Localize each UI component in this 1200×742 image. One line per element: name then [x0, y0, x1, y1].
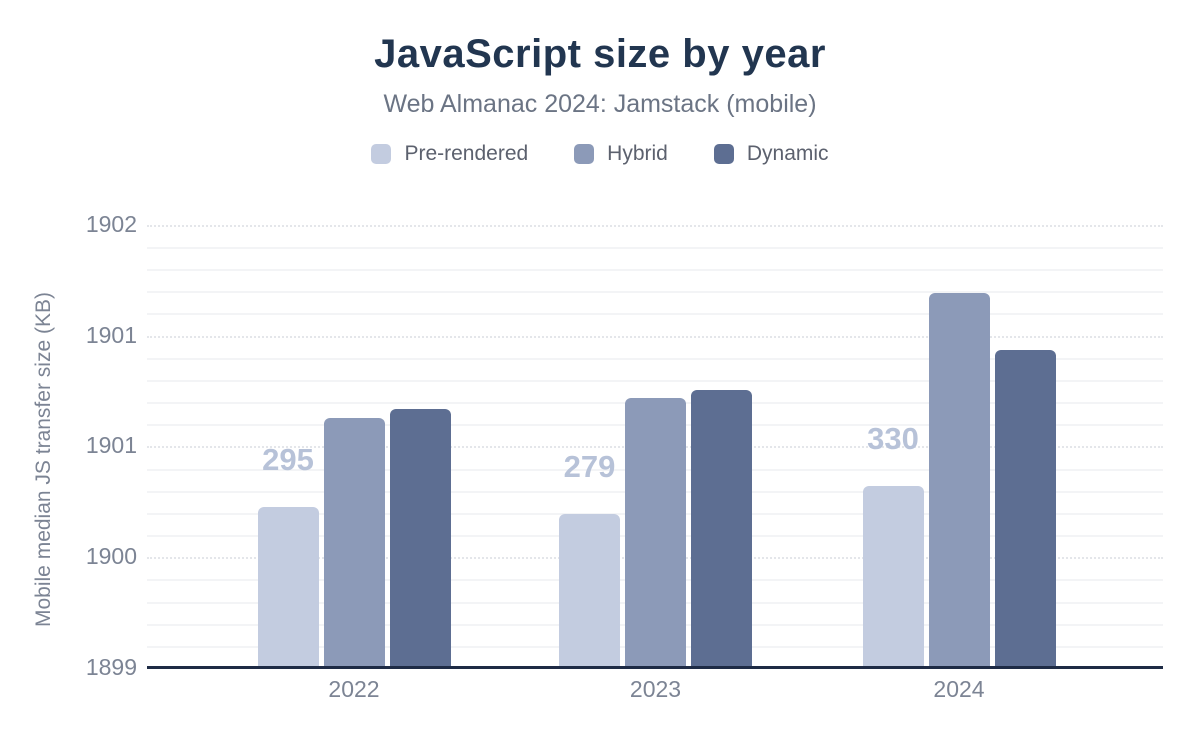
bar-dynamic-2022 [389, 409, 451, 667]
gridline-minor [147, 246, 1163, 249]
data-label-2024: 330 [867, 421, 919, 457]
gridline-minor [147, 269, 1163, 272]
x-tick-label: 2023 [629, 676, 682, 702]
y-tick-label: 1901 [85, 432, 137, 459]
gridline-major [147, 335, 1163, 338]
y-tick-label: 1902 [85, 210, 137, 237]
legend-label: Dynamic [746, 142, 829, 165]
bar-hybrid-2022 [323, 418, 385, 667]
legend-item-pre-rendered: Pre-rendered [371, 142, 528, 166]
data-label-2022: 295 [262, 441, 314, 477]
legend-label: Pre-rendered [404, 142, 529, 165]
y-tick-label: 1900 [85, 543, 137, 570]
y-tick-label: 1901 [85, 321, 137, 348]
legend-swatch [371, 144, 392, 164]
bar-hybrid-2024 [928, 292, 990, 667]
legend: Pre-rendered Hybrid Dynamic [0, 142, 1200, 166]
legend-swatch [574, 144, 595, 164]
bar-dynamic-2024 [994, 350, 1056, 667]
bar-dynamic-2023 [691, 390, 752, 667]
legend-label: Hybrid [607, 142, 668, 165]
bar-pre-rendered-2023 [559, 514, 620, 667]
x-axis-line [147, 666, 1163, 669]
gridline-minor [147, 379, 1163, 382]
chart-title: JavaScript size by year [374, 32, 826, 76]
gridline-minor [147, 291, 1163, 294]
plot-area: 295 279 330 [147, 200, 1163, 669]
bar-pre-rendered-2022 [257, 506, 319, 667]
bar-pre-rendered-2024 [862, 486, 924, 667]
bar-hybrid-2023 [625, 397, 686, 667]
x-tick-label: 2024 [933, 676, 985, 702]
legend-item-dynamic: Dynamic [713, 142, 829, 166]
y-tick-label: 1899 [85, 654, 137, 680]
x-tick-label: 2022 [328, 676, 380, 702]
gridline-minor [147, 313, 1163, 316]
legend-swatch [713, 144, 734, 164]
legend-item-hybrid: Hybrid [574, 142, 668, 166]
gridline-minor [147, 357, 1163, 360]
data-label-2023: 279 [563, 449, 616, 485]
chart-subtitle: Web Almanac 2024: Jamstack (mobile) [383, 90, 817, 118]
gridline-major [147, 224, 1163, 227]
